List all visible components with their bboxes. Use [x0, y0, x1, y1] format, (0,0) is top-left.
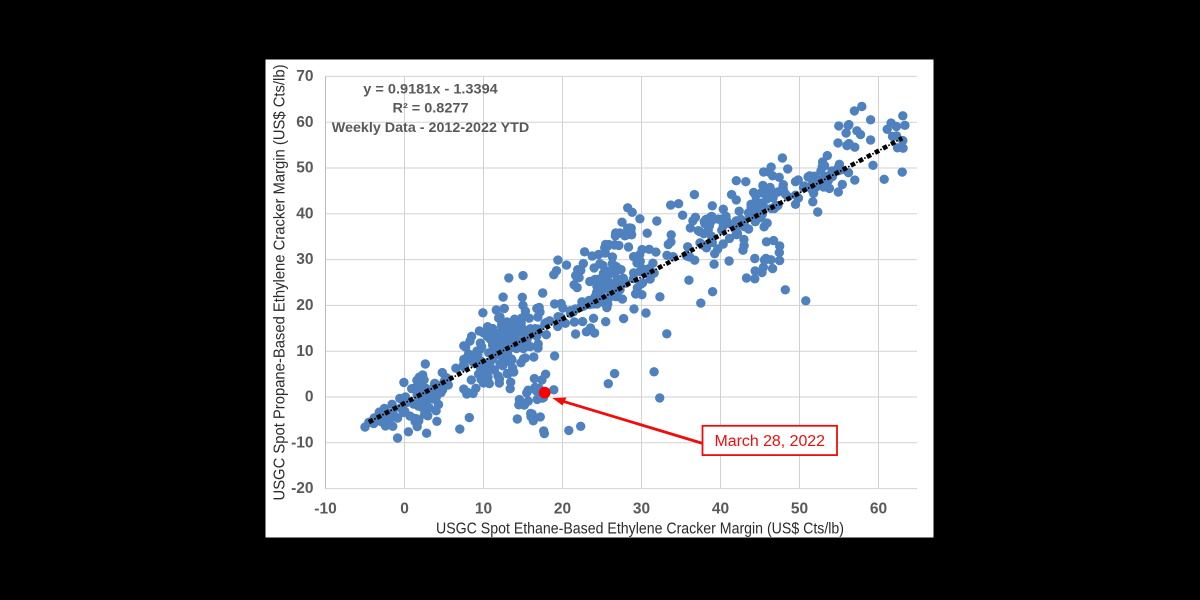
svg-text:30: 30 [633, 501, 650, 518]
svg-text:March 28, 2022: March 28, 2022 [715, 433, 826, 450]
svg-text:-20: -20 [291, 480, 313, 497]
svg-text:70: 70 [296, 68, 313, 85]
svg-text:USGC Spot Propane-Based Ethyle: USGC Spot Propane-Based Ethylene Cracker… [272, 65, 289, 501]
svg-text:50: 50 [791, 501, 808, 518]
svg-text:10: 10 [475, 501, 492, 518]
svg-text:40: 40 [712, 501, 729, 518]
svg-text:USGC Spot Ethane-Based Ethylen: USGC Spot Ethane-Based Ethylene Cracker … [436, 521, 844, 538]
svg-text:0: 0 [400, 501, 409, 518]
svg-text:60: 60 [870, 501, 887, 518]
svg-text:40: 40 [296, 205, 313, 222]
svg-text:Weekly Data - 2012-2022 YTD: Weekly Data - 2012-2022 YTD [332, 119, 530, 135]
svg-text:30: 30 [296, 251, 313, 268]
svg-text:y = 0.9181x - 1.3394: y = 0.9181x - 1.3394 [363, 81, 498, 97]
svg-text:-10: -10 [291, 434, 313, 451]
svg-text:20: 20 [296, 297, 313, 314]
svg-text:60: 60 [296, 114, 313, 131]
svg-text:0: 0 [305, 389, 314, 406]
svg-text:20: 20 [554, 501, 571, 518]
svg-text:10: 10 [296, 343, 313, 360]
svg-text:-10: -10 [314, 501, 336, 518]
svg-text:50: 50 [296, 160, 313, 177]
svg-text:R² = 0.8277: R² = 0.8277 [393, 100, 469, 116]
